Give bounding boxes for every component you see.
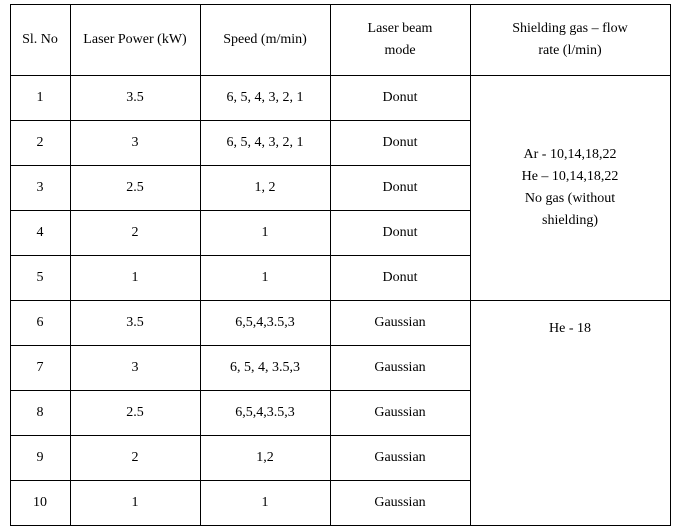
cell-speed: 6, 5, 4, 3, 2, 1	[200, 121, 330, 166]
cell-mode: Donut	[330, 256, 470, 301]
cell-mode: Donut	[330, 76, 470, 121]
gas-group1-line4: shielding)	[471, 213, 670, 229]
cell-speed: 1	[200, 256, 330, 301]
cell-slno: 8	[10, 391, 70, 436]
header-gas-line2: rate (l/min)	[471, 43, 670, 59]
cell-slno: 7	[10, 346, 70, 391]
cell-mode: Gaussian	[330, 391, 470, 436]
cell-power: 2.5	[70, 166, 200, 211]
cell-mode: Gaussian	[330, 481, 470, 526]
cell-mode: Donut	[330, 121, 470, 166]
parameters-table: Sl. No Laser Power (kW) Speed (m/min) La…	[10, 4, 671, 526]
cell-speed: 1	[200, 481, 330, 526]
cell-slno: 5	[10, 256, 70, 301]
cell-gas-group1: Ar - 10,14,18,22 He – 10,14,18,22 No gas…	[470, 76, 670, 301]
cell-speed: 1,2	[200, 436, 330, 481]
cell-speed: 1, 2	[200, 166, 330, 211]
cell-slno: 6	[10, 301, 70, 346]
table-row: 1 3.5 6, 5, 4, 3, 2, 1 Donut Ar - 10,14,…	[10, 76, 670, 121]
cell-speed: 6,5,4,3.5,3	[200, 301, 330, 346]
cell-power: 3	[70, 346, 200, 391]
cell-mode: Gaussian	[330, 301, 470, 346]
cell-slno: 1	[10, 76, 70, 121]
cell-slno: 2	[10, 121, 70, 166]
table-row: 6 3.5 6,5,4,3.5,3 Gaussian He - 18	[10, 301, 670, 346]
header-power: Laser Power (kW)	[70, 5, 200, 76]
cell-slno: 9	[10, 436, 70, 481]
gas-group1-line1: Ar - 10,14,18,22	[471, 147, 670, 163]
cell-power: 2.5	[70, 391, 200, 436]
cell-mode: Gaussian	[330, 436, 470, 481]
header-speed: Speed (m/min)	[200, 5, 330, 76]
cell-slno: 10	[10, 481, 70, 526]
cell-slno: 4	[10, 211, 70, 256]
table-header-row: Sl. No Laser Power (kW) Speed (m/min) La…	[10, 5, 670, 76]
cell-power: 2	[70, 436, 200, 481]
cell-power: 3.5	[70, 301, 200, 346]
cell-speed: 1	[200, 211, 330, 256]
cell-mode: Gaussian	[330, 346, 470, 391]
header-slno: Sl. No	[10, 5, 70, 76]
cell-power: 3	[70, 121, 200, 166]
cell-speed: 6, 5, 4, 3, 2, 1	[200, 76, 330, 121]
cell-power: 1	[70, 256, 200, 301]
header-mode: Laser beam mode	[330, 5, 470, 76]
cell-mode: Donut	[330, 211, 470, 256]
cell-speed: 6,5,4,3.5,3	[200, 391, 330, 436]
gas-group1-line2: He – 10,14,18,22	[471, 169, 670, 185]
cell-power: 1	[70, 481, 200, 526]
cell-speed: 6, 5, 4, 3.5,3	[200, 346, 330, 391]
cell-slno: 3	[10, 166, 70, 211]
cell-power: 2	[70, 211, 200, 256]
cell-mode: Donut	[330, 166, 470, 211]
header-mode-line1: Laser beam	[331, 21, 470, 37]
gas-group1-line3: No gas (without	[471, 191, 670, 207]
cell-power: 3.5	[70, 76, 200, 121]
cell-gas-group2: He - 18	[470, 301, 670, 526]
gas-group2-line1: He - 18	[471, 321, 670, 337]
header-gas: Shielding gas – flow rate (l/min)	[470, 5, 670, 76]
header-gas-line1: Shielding gas – flow	[471, 21, 670, 37]
header-mode-line2: mode	[331, 43, 470, 59]
